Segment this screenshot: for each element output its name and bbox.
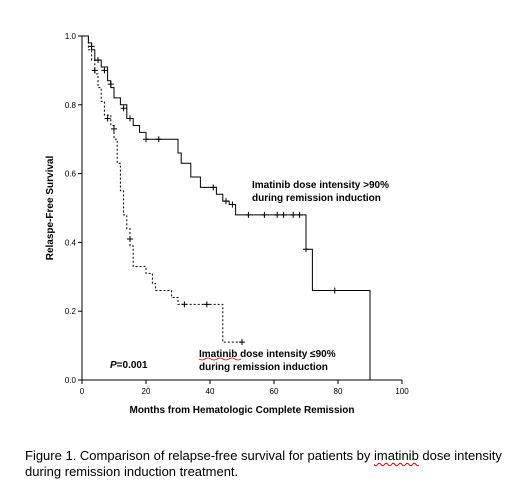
series-1-censor-mark-11 [245,211,252,218]
series-1-censor-mark-13 [274,211,281,218]
series-1-censor-mark-5 [127,115,133,122]
y-tick-label-4: 0.8 [65,101,77,110]
y-tick-label-1: 0.2 [65,307,77,316]
y-tick-label-5: 1.0 [65,32,77,41]
caption-part-1: Figure 1. Comparison of relapse-free sur… [25,448,374,463]
p-value-number: =0.001 [117,360,148,371]
series-2-label-line-2: during remission induction [199,362,328,373]
series-1-censor-mark-2 [101,67,108,74]
series-2-censor-mark-2 [111,125,117,132]
series-2-censor-mark-0 [91,67,98,74]
p-value-annotation: P=0.001 [110,360,148,371]
axis-ticks: 0 20 40 60 80 100 0.0 0.2 0.4 0.6 0.8 1.0 [65,32,409,396]
series-1-censor-mark-0 [88,43,95,50]
y-tick-label-2: 0.4 [65,238,77,247]
series-1-censor-mark-1 [95,57,101,64]
series-1-censor-mark-17 [303,246,309,253]
series-1-censor-mark-15 [290,211,297,218]
p-value-symbol: P [110,360,117,371]
y-tick-label-0: 0.0 [65,376,77,385]
series-2-censor-mark-3 [127,235,133,242]
figure-caption: Figure 1. Comparison of relapse-free sur… [25,448,510,480]
series-2-censor-mark-6 [239,339,245,346]
series-1-line [82,35,371,380]
series-1-censor-mark-7 [155,136,162,143]
kaplan-meier-chart: 0 20 40 60 80 100 0.0 0.2 0.4 0.6 0.8 1.0 Months fr… [45,32,409,416]
series-2-censor-mark-4 [181,301,188,308]
series-1-censor-mark-18 [331,287,338,294]
y-tick-label-3: 0.6 [65,170,77,179]
series-2-line [82,35,242,343]
censor-marks [88,43,338,346]
spellcheck-underline [198,357,242,361]
series-layer [82,35,371,380]
x-tick-label-1: 20 [142,387,151,396]
series-1-censor-mark-16 [296,211,303,218]
series-1-censor-mark-9 [223,198,229,205]
series-2-censor-mark-5 [203,301,210,308]
caption-part-2: dose intensity during remission inductio… [25,448,502,479]
series-1-censor-mark-8 [210,184,217,191]
caption-underlined-word: imatinib [374,448,419,463]
series-1-censor-mark-14 [280,211,287,218]
x-tick-label-3: 60 [270,387,279,396]
x-tick-label-5: 100 [395,387,409,396]
x-tick-label-4: 80 [334,387,343,396]
x-tick-label-2: 40 [206,387,215,396]
series-1-label-line-1: Imatinib dose intensity >90% [252,180,389,191]
series-1-label-line-2: during remission induction [252,193,381,204]
series-2-censor-mark-1 [104,115,111,122]
x-tick-label-0: 0 [80,387,85,396]
series-1-censor-mark-3 [107,81,114,88]
axes [81,36,402,381]
series-1-censor-mark-12 [261,211,268,218]
series-1-censor-mark-6 [143,136,149,143]
series-1-censor-mark-10 [229,201,236,208]
x-axis-title: Months from Hematologic Complete Remissi… [129,405,354,416]
series-1-censor-mark-4 [120,105,127,112]
series-2-label-line-1: Imatinib dose intensity ≤90% [199,349,336,360]
y-axis-title: Relaspe-Free Survival [45,156,56,261]
